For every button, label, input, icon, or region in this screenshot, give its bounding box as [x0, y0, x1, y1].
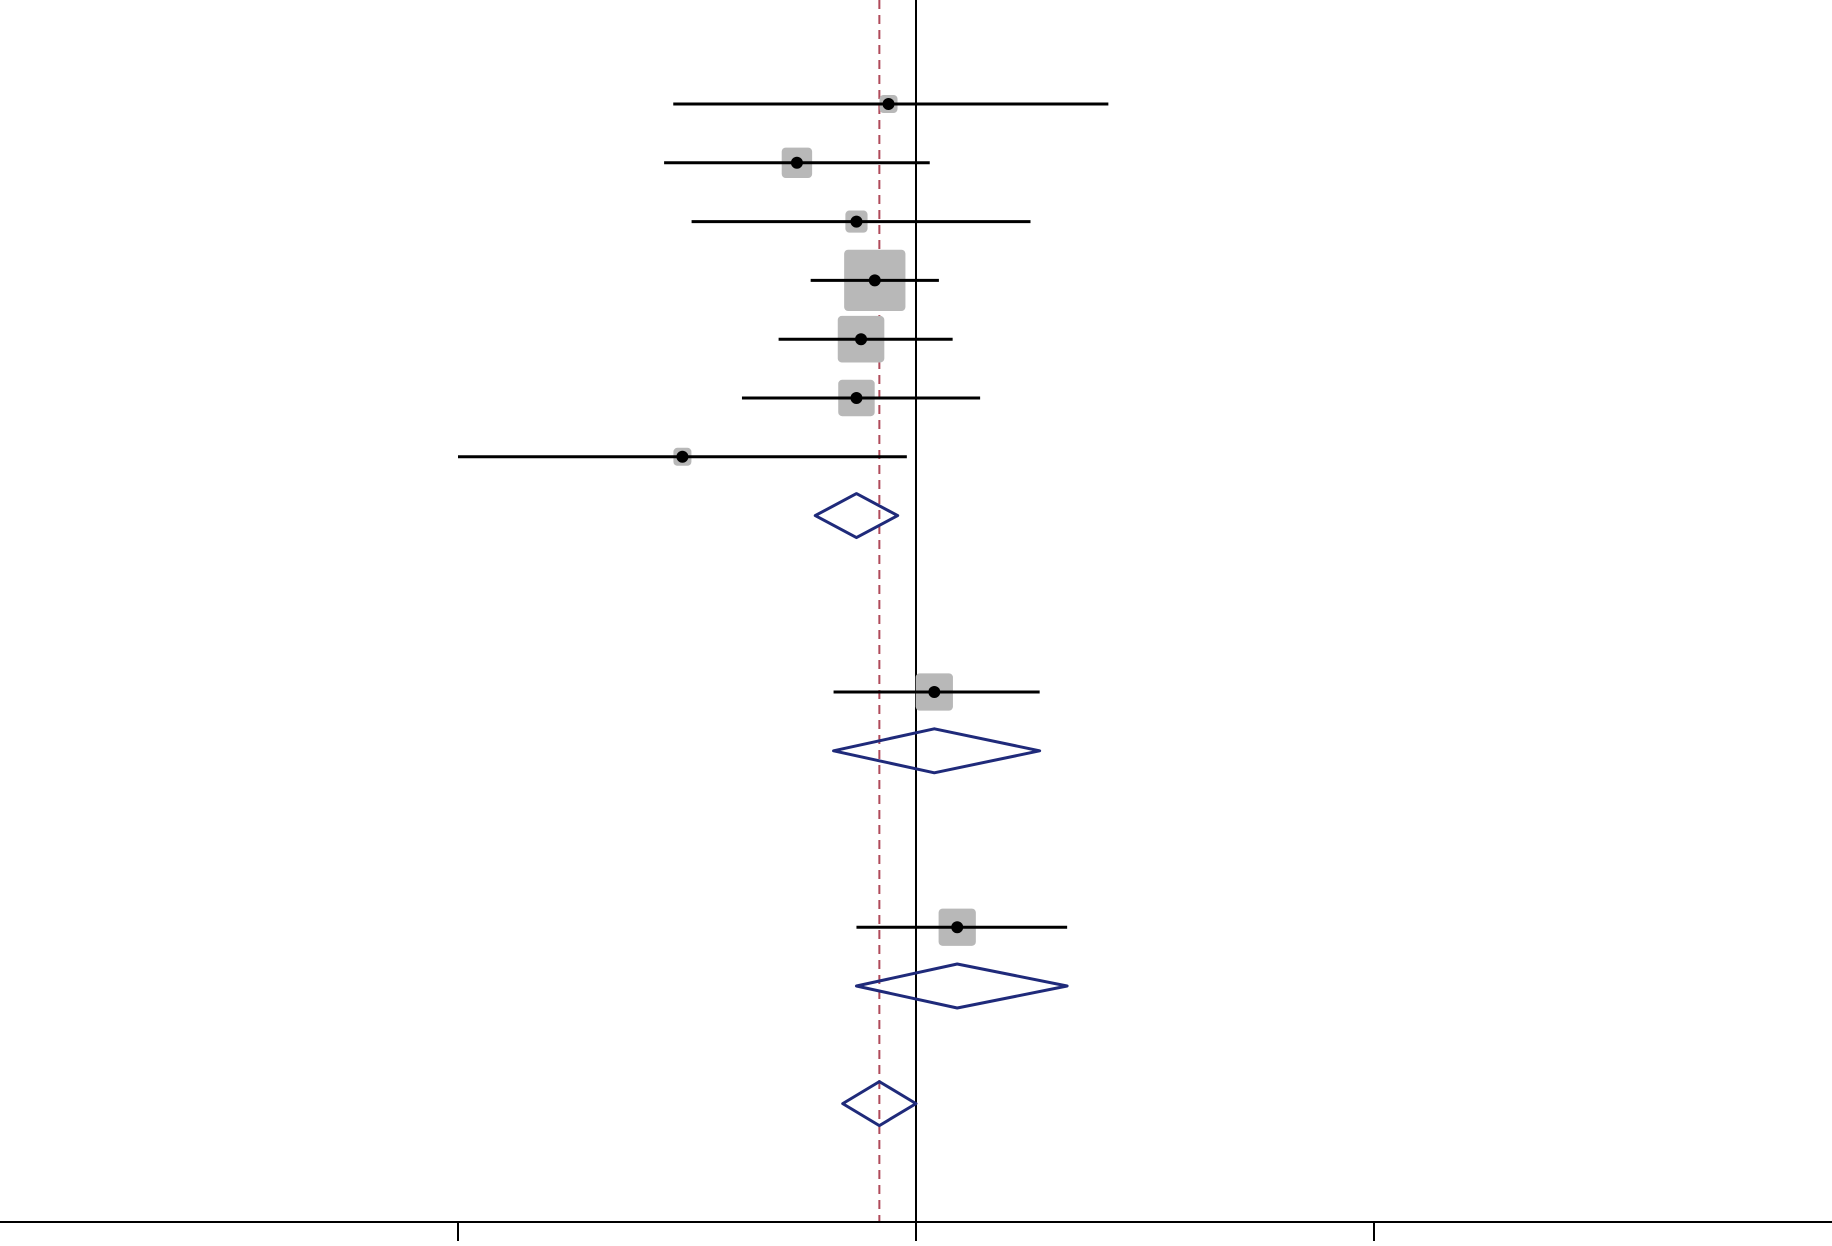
- study-4-point: [868, 274, 881, 287]
- study-9-point: [951, 921, 964, 934]
- study-4: [810, 249, 939, 312]
- pooled-diamond-3: [854, 962, 1069, 1010]
- x-axis: [0, 1221, 1832, 1241]
- study-2-point: [790, 156, 803, 169]
- pooled-diamond-1: [813, 492, 900, 540]
- study-7-point: [676, 450, 689, 463]
- pooled-estimates: [813, 492, 1069, 1128]
- study-7: [458, 447, 907, 466]
- pooled-diamond-4: [841, 1080, 918, 1128]
- study-8: [833, 673, 1040, 711]
- study-2: [664, 147, 930, 179]
- study-5-point: [855, 333, 868, 346]
- study-6-point: [850, 392, 863, 404]
- study-6: [741, 379, 981, 417]
- study-3-point: [850, 215, 863, 228]
- reference-lines: [878, 0, 917, 1222]
- study-3: [691, 210, 1031, 233]
- study-1: [673, 95, 1109, 113]
- study-8-point: [928, 686, 941, 698]
- study-5: [778, 315, 953, 363]
- study-9: [856, 908, 1068, 946]
- study-1-point: [882, 98, 895, 110]
- study-estimates: [458, 95, 1109, 946]
- pooled-diamond-2: [832, 727, 1042, 775]
